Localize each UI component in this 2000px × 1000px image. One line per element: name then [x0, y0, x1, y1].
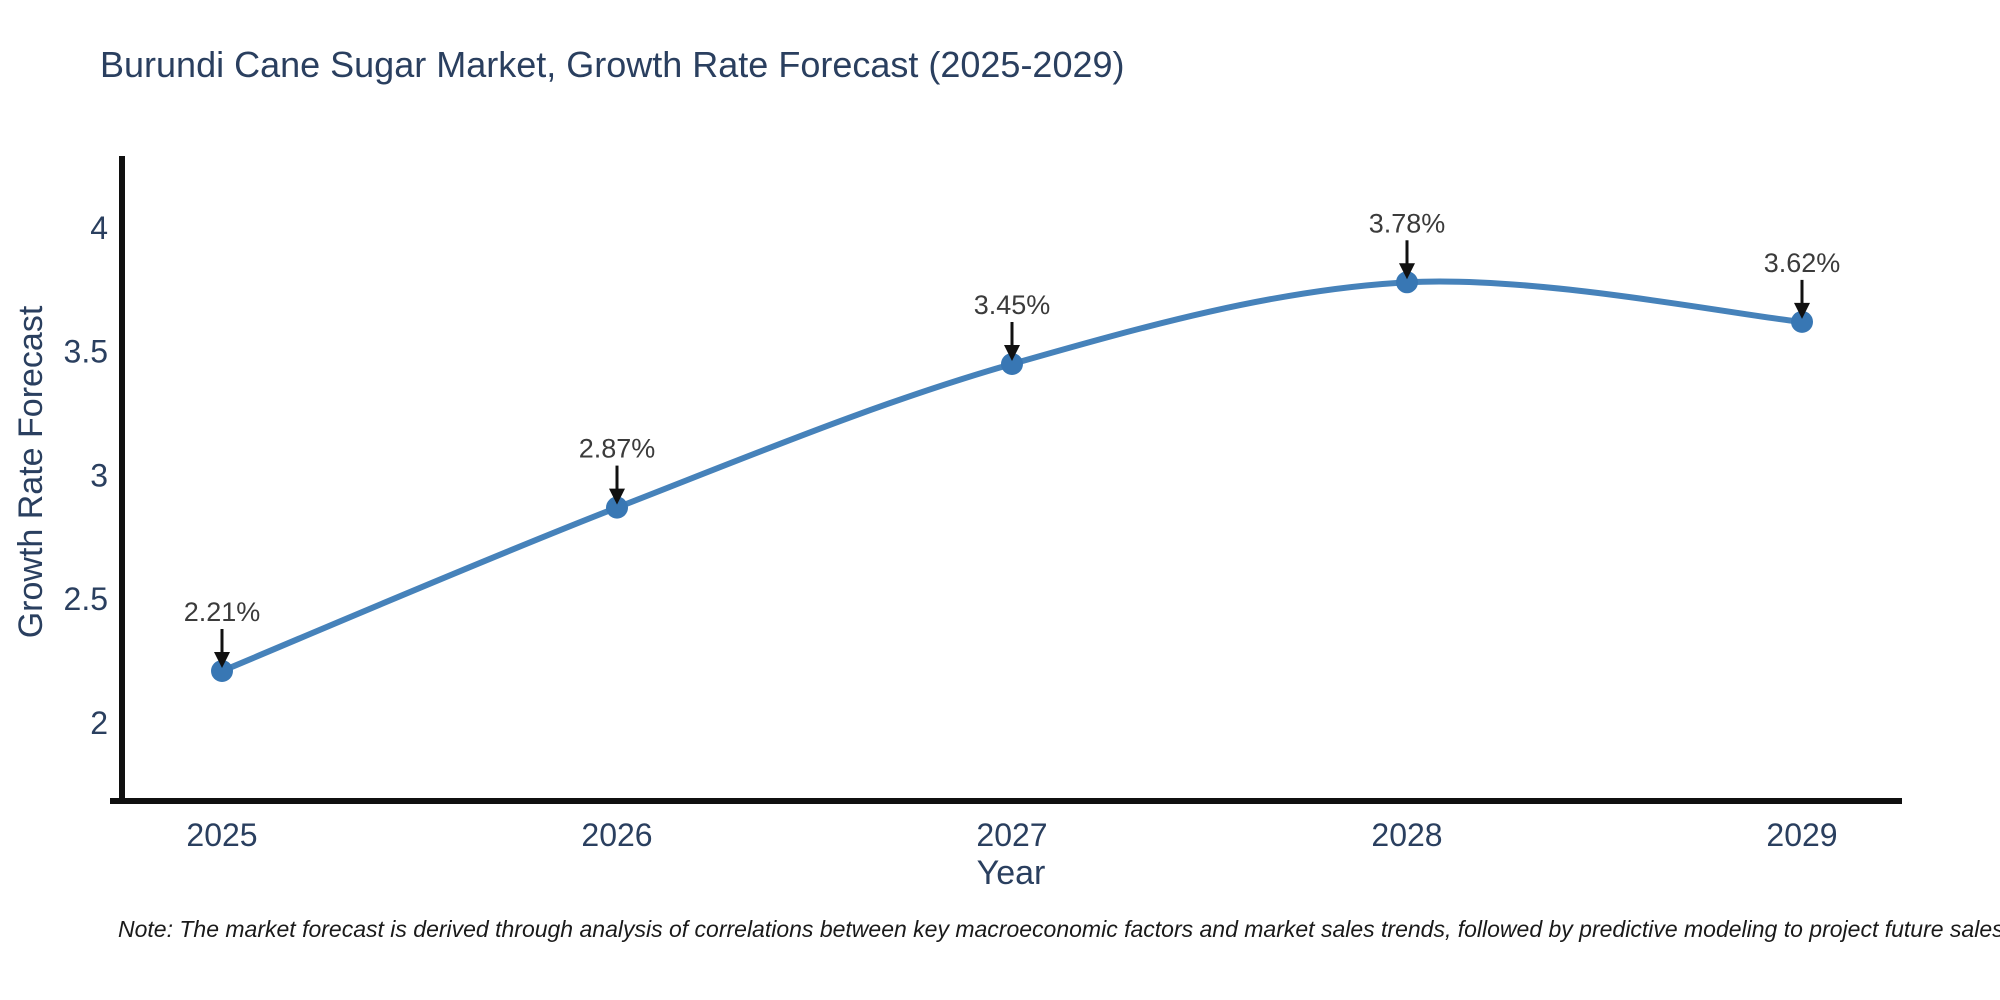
y-tick-label: 3.5 [64, 334, 108, 370]
x-tick-label: 2026 [581, 817, 652, 853]
data-point-marker [606, 496, 628, 519]
y-tick-label: 2 [90, 705, 108, 741]
data-point-marker [1791, 310, 1813, 333]
annotation-arrow-down-icon [609, 488, 625, 505]
x-tick-label: 2029 [1766, 817, 1837, 853]
y-tick-label: 3 [90, 457, 108, 493]
data-point-marker [1001, 352, 1023, 375]
data-point-marker [1396, 271, 1418, 294]
x-axis-title: Year [977, 854, 1046, 892]
x-tick-label: 2025 [186, 817, 257, 853]
y-axis-title: Growth Rate Forecast [12, 305, 50, 638]
x-tick-label: 2028 [1371, 817, 1442, 853]
data-point-marker [211, 660, 233, 683]
annotation-arrow-down-icon [1004, 344, 1020, 361]
annotation-arrow-down-icon [1399, 263, 1415, 280]
annotation-arrow-down-icon [1794, 302, 1810, 319]
x-tick-label: 2027 [976, 817, 1047, 853]
y-tick-label: 4 [90, 210, 108, 246]
x-axis-line [110, 798, 1902, 804]
data-point-label: 2.87% [579, 434, 656, 464]
y-tick-label: 2.5 [64, 581, 108, 617]
annotation-arrow-down-icon [214, 652, 230, 669]
data-point-label: 3.45% [974, 290, 1051, 320]
data-point-label: 3.78% [1369, 208, 1446, 238]
chart-title: Burundi Cane Sugar Market, Growth Rate F… [100, 44, 1125, 85]
data-point-label: 2.21% [184, 597, 261, 627]
y-axis-line [119, 156, 125, 804]
footnote-text: Note: The market forecast is derived thr… [118, 916, 2000, 942]
data-point-label: 3.62% [1764, 248, 1841, 278]
